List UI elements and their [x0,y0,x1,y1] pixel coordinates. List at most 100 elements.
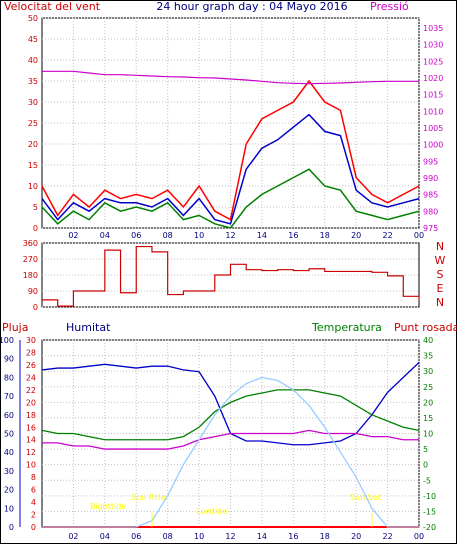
wind-x-tick-label: 06 [131,231,141,240]
dewpoint-series-line [42,429,419,450]
humidity-y-tick-label: 100 [0,336,14,345]
compass-label: E [437,282,444,295]
temperature-y-tick-label: -15 [423,507,436,516]
wind-y-tick-label: 5 [33,203,38,212]
rain-y-tick-label: 30 [26,336,36,345]
wind-x-tick-label: 16 [288,231,298,240]
humidity-y-tick-label: 50 [4,430,14,439]
humidity-x-tick-label: 04 [100,532,110,541]
rain-y-tick-label: 8 [31,473,36,482]
pressure-y-tick-label: 1000 [423,141,443,150]
humidity-y-tick-label: 80 [4,373,14,382]
wind-x-tick-label: 08 [163,231,173,240]
pressure-y-tick-label: 1015 [423,91,443,100]
dewpoint-title: Punt rosada [394,321,457,334]
temperature-y-tick-label: 0 [423,461,428,470]
humidity-y-tick-label: 10 [4,504,14,513]
temperature-series-line [41,389,420,441]
humidity-y-tick-label: 40 [4,448,14,457]
temperature-y-tick-label: 30 [423,367,433,376]
humidity-x-tick-label: 00 [414,532,424,541]
sun-series-line [42,376,419,528]
annotation-lowtide: Lowtide [196,507,227,516]
humidity-x-tick-label: 18 [320,532,330,541]
humidity-x-tick-label: 22 [382,532,392,541]
pressure-series-line [42,70,419,85]
rain-y-tick-label: 28 [26,348,36,357]
humidity-y-tick-label: 60 [4,411,14,420]
humidity-y-tick-label: 70 [4,392,14,401]
annotation-sunset: Sun Set [350,493,381,502]
humidity-x-tick-label: 08 [163,532,173,541]
rain-y-tick-label: 6 [31,486,36,495]
pressure-y-tick-label: 985 [423,191,438,200]
wind-y-tick-label: 35 [28,77,38,86]
humidity-x-tick-label: 06 [131,532,141,541]
temperature-y-tick-label: -20 [423,523,436,532]
annotation-sunrise: Sun Rise [131,493,166,502]
wind-y-tick-label: 20 [28,140,38,149]
compass-label: S [437,268,444,281]
pressure-y-tick-label: 1030 [423,41,443,50]
pressure-y-tick-label: 1020 [423,74,443,83]
wind-x-tick-label: 14 [257,231,267,240]
direction-y-tick-label: 90 [28,287,38,296]
direction-y-tick-label: 0 [33,303,38,312]
humidity-x-tick-label: 02 [68,532,78,541]
wind-right-title: Pressió [370,0,409,13]
rain-y-tick-label: 10 [26,461,36,470]
pressure-y-tick-label: 1025 [423,57,443,66]
temperature-y-tick-label: 15 [423,414,433,423]
humidity-x-tick-label: 20 [351,532,361,541]
wind-x-tick-label: 22 [382,231,392,240]
wind-x-tick-label: 04 [100,231,110,240]
wind-series-line [41,79,420,221]
pressure-y-tick-label: 1005 [423,124,443,133]
rain-y-tick-label: 4 [31,498,36,507]
humidity-y-tick-label: 90 [4,355,14,364]
humidity-x-tick-label: 10 [194,532,204,541]
temperature-y-tick-label: -10 [423,492,436,501]
wind-x-tick-label: 00 [414,231,424,240]
direction-y-tick-label: 180 [23,271,38,280]
wind-x-tick-label: 20 [351,231,361,240]
direction-y-tick-label: 270 [23,255,38,264]
humidity-title: Humitat [66,321,111,334]
wind-y-tick-label: 10 [28,182,38,191]
temperature-y-tick-label: 35 [423,352,433,361]
humidity-x-tick-label: 16 [288,532,298,541]
compass-label: N [436,296,444,309]
avg_wind-series-line [41,168,420,229]
wind-x-tick-label: 18 [320,231,330,240]
humidity-y-tick-label: 0 [9,523,14,532]
rain-y-tick-label: 16 [26,423,36,432]
pressure-y-tick-label: 980 [423,207,438,216]
direction-series-line [42,245,420,307]
temperature-y-tick-label: 40 [423,336,433,345]
temperature-y-tick-label: 10 [423,430,433,439]
wind-left-title: Velocitat del vent [4,0,101,13]
pressure-y-tick-label: 1035 [423,24,443,33]
pressure-y-tick-label: 995 [423,157,438,166]
humidity-y-tick-label: 20 [4,486,14,495]
compass-label: W [435,254,446,267]
temperature-y-tick-label: 25 [423,383,433,392]
rain-y-tick-label: 24 [26,373,36,382]
pressure-y-tick-label: 990 [423,174,438,183]
rain-y-tick-label: 0 [31,523,36,532]
temperature-y-tick-label: 20 [423,398,433,407]
wind-y-tick-label: 45 [28,35,38,44]
wind-y-tick-label: 30 [28,98,38,107]
wind-y-tick-label: 15 [28,161,38,170]
direction-y-tick-label: 360 [23,239,38,248]
temperature-title: Temperatura [311,321,382,334]
wind-y-tick-label: 0 [33,224,38,233]
wind-chart-title: 24 hour graph day : 04 Mayo 2016 [156,0,347,13]
gust-series-line [41,113,420,225]
pressure-y-tick-label: 975 [423,224,438,233]
wind-y-tick-label: 40 [28,56,38,65]
chart-marks: 0510152025303540455097598098599099510001… [0,14,446,541]
rain-y-tick-label: 22 [26,386,36,395]
